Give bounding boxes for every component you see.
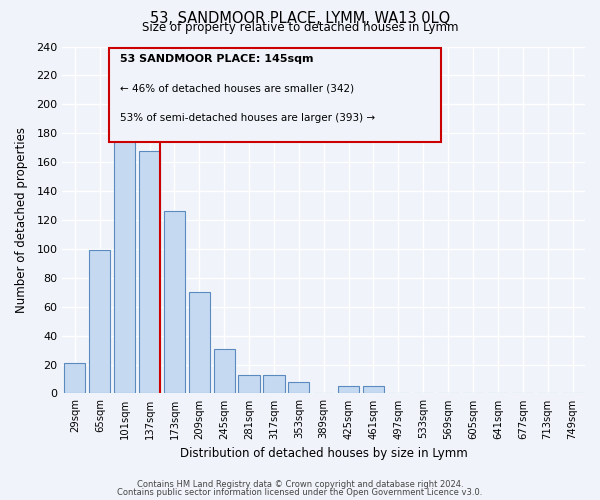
Bar	[89, 250, 110, 394]
Bar	[363, 386, 384, 394]
Bar	[238, 374, 260, 394]
Bar	[164, 212, 185, 394]
Text: 53, SANDMOOR PLACE, LYMM, WA13 0LQ: 53, SANDMOOR PLACE, LYMM, WA13 0LQ	[150, 11, 450, 26]
Bar	[214, 348, 235, 394]
Bar	[189, 292, 210, 394]
Bar	[64, 363, 85, 394]
Text: 53% of semi-detached houses are larger (393) →: 53% of semi-detached houses are larger (…	[120, 114, 375, 124]
Bar	[288, 382, 310, 394]
Text: Contains public sector information licensed under the Open Government Licence v3: Contains public sector information licen…	[118, 488, 482, 497]
Bar	[114, 119, 135, 394]
X-axis label: Distribution of detached houses by size in Lymm: Distribution of detached houses by size …	[180, 447, 467, 460]
Y-axis label: Number of detached properties: Number of detached properties	[15, 127, 28, 313]
Text: Contains HM Land Registry data © Crown copyright and database right 2024.: Contains HM Land Registry data © Crown c…	[137, 480, 463, 489]
Text: Size of property relative to detached houses in Lymm: Size of property relative to detached ho…	[142, 22, 458, 35]
Text: ← 46% of detached houses are smaller (342): ← 46% of detached houses are smaller (34…	[120, 84, 354, 94]
Text: 53 SANDMOOR PLACE: 145sqm: 53 SANDMOOR PLACE: 145sqm	[120, 54, 313, 64]
Bar	[139, 150, 160, 394]
Bar	[338, 386, 359, 394]
FancyBboxPatch shape	[109, 48, 441, 142]
Bar	[263, 374, 284, 394]
